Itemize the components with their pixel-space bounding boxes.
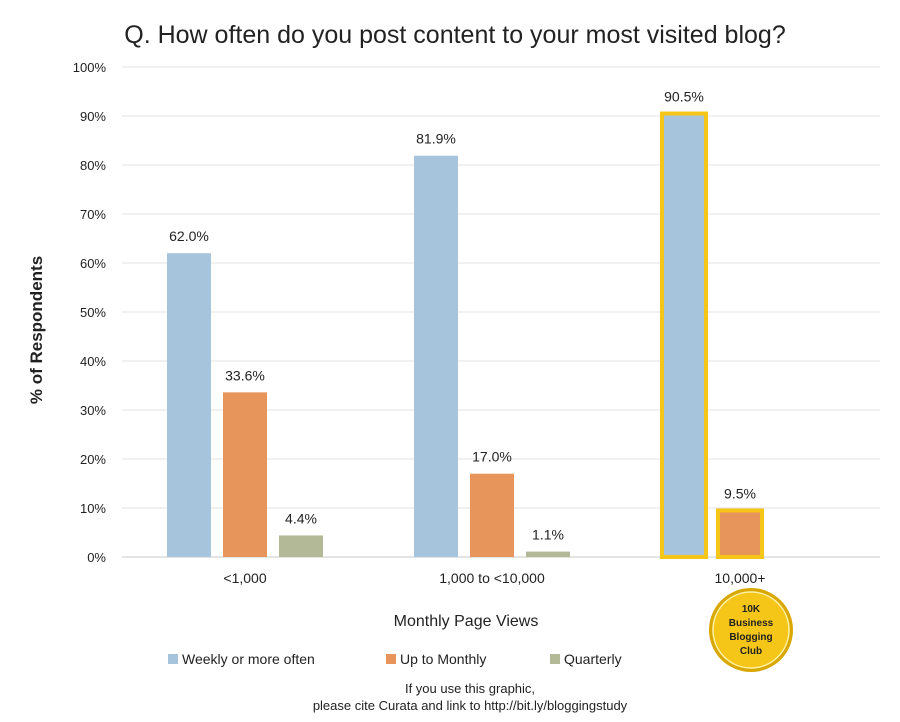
footer-line-2: please cite Curata and link to http://bi… — [313, 698, 628, 713]
y-tick-label: 100% — [73, 60, 107, 75]
y-tick-label: 50% — [80, 305, 106, 320]
bar — [526, 551, 570, 557]
legend-swatch — [168, 654, 178, 664]
y-tick-label: 20% — [80, 452, 106, 467]
footer-line-1: If you use this graphic, — [405, 681, 535, 696]
y-tick-label: 10% — [80, 501, 106, 516]
legend-item: Quarterly — [550, 651, 622, 667]
badge-line-3: Blogging — [729, 632, 772, 643]
badge-line-2: Business — [729, 618, 774, 629]
y-tick-label: 80% — [80, 158, 106, 173]
bar — [279, 535, 323, 557]
bar-value-label: 4.4% — [285, 510, 317, 526]
bar — [716, 508, 764, 560]
bar — [414, 155, 458, 557]
bar — [223, 392, 267, 557]
legend-swatch — [550, 654, 560, 664]
bars — [167, 111, 764, 560]
y-axis-label: % of Respondents — [27, 256, 46, 404]
badge-line-1: 10K — [742, 604, 761, 615]
blogging-club-badge: 10K Business Blogging Club — [709, 588, 793, 672]
legend-label: Quarterly — [564, 651, 622, 667]
y-axis-ticks: 0% 10% 20% 30% 40% 50% 60% 70% 80% 90% 100% — [73, 60, 107, 565]
badge-line-4: Club — [740, 646, 762, 657]
bar-value-label: 9.5% — [724, 485, 756, 501]
legend-swatch — [386, 654, 396, 664]
bar-value-label: 1.1% — [532, 527, 564, 543]
bar-value-label: 81.9% — [416, 131, 456, 147]
x-axis-label: Monthly Page Views — [394, 613, 539, 630]
bar-value-label: 33.6% — [225, 367, 265, 383]
x-tick-label: 1,000 to <10,000 — [439, 570, 545, 586]
bar — [470, 473, 514, 557]
y-tick-label: 40% — [80, 354, 106, 369]
badge-disc — [712, 591, 790, 669]
legend-label: Weekly or more often — [182, 651, 315, 667]
bar-value-label: 17.0% — [472, 449, 512, 465]
legend-label: Up to Monthly — [400, 651, 486, 667]
data-labels: 62.0% 33.6% 4.4% 81.9% 17.0% 1.1% 90.5% 9.5% — [169, 89, 756, 543]
bar — [660, 111, 708, 560]
y-tick-label: 90% — [80, 109, 106, 124]
legend: Weekly or more often Up to Monthly Quarter… — [168, 651, 622, 667]
x-tick-label: <1,000 — [223, 570, 266, 586]
y-tick-label: 0% — [87, 550, 106, 565]
y-tick-label: 60% — [80, 256, 106, 271]
bar-value-label: 90.5% — [664, 89, 704, 105]
legend-item: Weekly or more often — [168, 651, 315, 667]
y-tick-label: 30% — [80, 403, 106, 418]
x-tick-label: 10,000+ — [715, 570, 766, 586]
bar — [167, 253, 211, 557]
y-tick-label: 70% — [80, 207, 106, 222]
legend-item: Up to Monthly — [386, 651, 486, 667]
bar-value-label: 62.0% — [169, 228, 209, 244]
chart-title: Q. How often do you post content to your… — [124, 21, 785, 49]
x-axis-ticks: <1,000 1,000 to <10,000 10,000+ — [223, 570, 765, 586]
